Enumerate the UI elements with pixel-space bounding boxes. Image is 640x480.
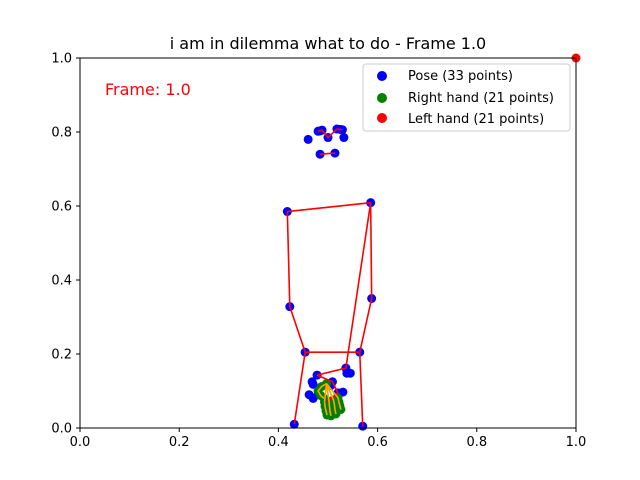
pose-connection-line — [293, 352, 306, 425]
pose-connection-line — [358, 202, 373, 353]
x-tick-label: 0.8 — [466, 435, 487, 450]
right-hand-connection-line — [325, 383, 342, 410]
legend-label-right-hand: Right hand (21 points) — [408, 91, 554, 106]
pose-connection-line — [358, 352, 364, 427]
x-tick-label: 0.2 — [169, 435, 190, 450]
y-tick-label: 0.4 — [51, 274, 72, 289]
y-tick-label: 1.0 — [51, 52, 72, 67]
x-tick-label: 1.0 — [566, 435, 587, 450]
x-tick-label: 0.6 — [367, 435, 388, 450]
y-tick-label: 0.8 — [51, 126, 72, 141]
y-tick-label: 0.6 — [51, 200, 72, 215]
pose-point — [339, 133, 349, 143]
plot-area-frame — [79, 57, 577, 429]
frame-annotation: Frame: 1.0 — [105, 80, 191, 99]
pose-point — [303, 134, 313, 144]
x-tick-label: 0.4 — [268, 435, 289, 450]
legend-marker-pose — [377, 71, 387, 81]
right-hand-connection-line — [323, 383, 328, 416]
pose-point — [308, 393, 318, 403]
pose-connection-line — [287, 201, 371, 213]
pose-connection-line — [316, 202, 372, 376]
legend-label-left-hand: Left hand (21 points) — [408, 112, 544, 127]
y-tick-label: 0.2 — [51, 348, 72, 363]
legend-label-pose: Pose (33 points) — [408, 69, 513, 84]
legend-marker-left-hand — [377, 113, 387, 123]
pose-point — [342, 368, 352, 378]
legend-marker-right-hand — [377, 93, 387, 103]
pose-connection-line — [286, 211, 306, 353]
right-hand-connection-line — [325, 383, 337, 415]
right-hand-connection-line — [325, 383, 332, 416]
chart-title: i am in dilemma what to do - Frame 1.0 — [170, 34, 486, 53]
legend: Pose (33 points) Right hand (21 points) … — [362, 63, 571, 132]
y-tick-label: 0.0 — [51, 422, 72, 437]
x-tick-label: 0.0 — [70, 435, 91, 450]
pose-point — [308, 379, 318, 389]
right-hand-connection-line — [317, 382, 327, 400]
pose-connection-line — [320, 152, 336, 155]
legend-box — [362, 63, 571, 132]
pose-connection-line — [317, 128, 343, 139]
